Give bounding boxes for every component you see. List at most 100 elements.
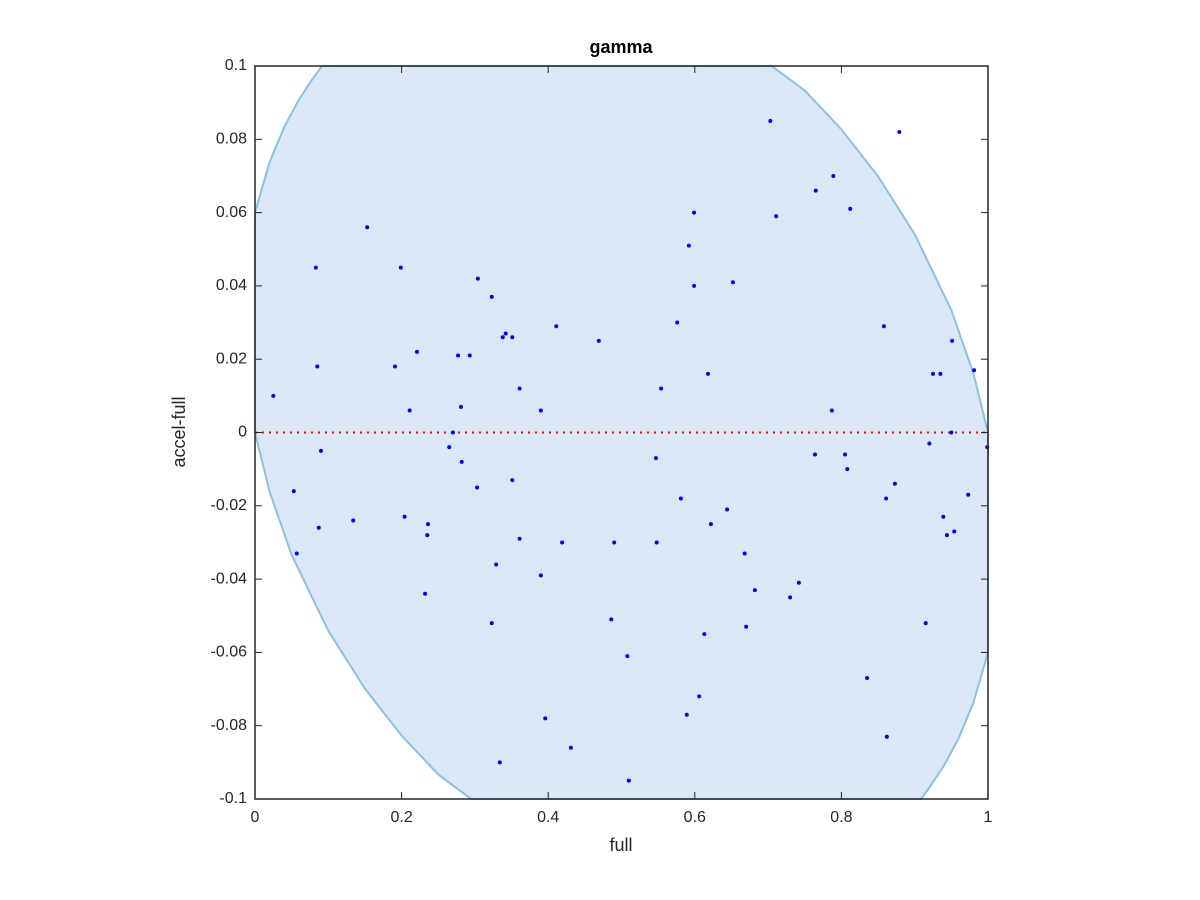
point	[503, 331, 508, 336]
y-tick-label: 0.08	[216, 131, 247, 148]
point	[475, 276, 480, 281]
point	[686, 243, 691, 248]
point	[423, 591, 428, 596]
point	[848, 206, 853, 211]
point	[294, 551, 299, 556]
point	[538, 573, 543, 578]
point	[596, 338, 601, 343]
point	[944, 533, 949, 538]
point	[881, 324, 886, 329]
point	[489, 621, 494, 626]
point	[351, 518, 356, 523]
x-axis-label: full	[609, 835, 632, 855]
point	[543, 716, 548, 721]
point	[949, 430, 954, 435]
point	[459, 459, 464, 464]
y-tick-label: 0.04	[216, 277, 247, 294]
point	[654, 540, 659, 545]
point	[941, 514, 946, 519]
point	[494, 562, 499, 567]
y-tick-label: 0.1	[225, 57, 247, 74]
point	[725, 507, 730, 512]
point	[659, 386, 664, 391]
point	[538, 408, 543, 413]
point	[271, 393, 276, 398]
point	[697, 694, 702, 699]
point	[313, 265, 318, 270]
point	[829, 408, 834, 413]
y-tick-label: 0.02	[216, 350, 247, 367]
x-tick-label: 0.4	[537, 809, 559, 826]
point	[752, 588, 757, 593]
point	[450, 430, 455, 435]
point	[456, 353, 461, 358]
y-tick-label: -0.08	[211, 717, 248, 734]
point	[972, 368, 977, 373]
y-tick-label: 0.06	[216, 204, 247, 221]
point	[684, 712, 689, 717]
y-tick-label: -0.06	[211, 644, 248, 661]
point	[702, 632, 707, 637]
x-tick-label: 0.8	[830, 809, 852, 826]
point	[730, 280, 735, 285]
point	[467, 353, 472, 358]
point	[813, 452, 818, 457]
point	[393, 364, 398, 369]
point	[692, 210, 697, 215]
point	[414, 349, 419, 354]
point	[517, 536, 522, 541]
chart-title: gamma	[589, 37, 653, 57]
point	[510, 335, 515, 340]
point	[407, 408, 412, 413]
point	[923, 621, 928, 626]
point	[952, 529, 957, 534]
x-tick-label: 1	[984, 809, 993, 826]
point	[365, 225, 370, 230]
point	[845, 467, 850, 472]
point	[625, 654, 630, 659]
point	[315, 364, 320, 369]
point	[402, 514, 407, 519]
point	[892, 481, 897, 486]
point	[554, 324, 559, 329]
point	[843, 452, 848, 457]
point	[609, 617, 614, 622]
x-tick-label: 0.6	[684, 809, 706, 826]
point	[931, 371, 936, 376]
point	[626, 778, 631, 783]
y-tick-label: -0.02	[211, 497, 248, 514]
x-tick-label: 0	[251, 809, 260, 826]
point	[865, 676, 870, 681]
point	[497, 760, 502, 765]
point	[447, 445, 452, 450]
y-tick-label: -0.04	[211, 570, 248, 587]
point	[489, 294, 494, 299]
y-tick-label: 0	[238, 424, 247, 441]
x-tick-label: 0.2	[390, 809, 412, 826]
point	[705, 371, 710, 376]
point	[568, 745, 573, 750]
point	[742, 551, 747, 556]
point	[774, 214, 779, 219]
point	[560, 540, 565, 545]
y-tick-label: -0.1	[219, 790, 247, 807]
point	[768, 118, 773, 123]
point	[475, 485, 480, 490]
point	[291, 489, 296, 494]
point	[398, 265, 403, 270]
point	[796, 580, 801, 585]
point	[897, 129, 902, 134]
point	[884, 496, 889, 501]
point	[425, 522, 430, 527]
point	[938, 371, 943, 376]
point	[966, 492, 971, 497]
point	[510, 478, 515, 483]
point	[744, 624, 749, 629]
point	[788, 595, 793, 600]
point	[708, 522, 713, 527]
y-axis-label: accel-full	[169, 396, 189, 467]
point	[813, 188, 818, 193]
point	[612, 540, 617, 545]
point	[950, 338, 955, 343]
